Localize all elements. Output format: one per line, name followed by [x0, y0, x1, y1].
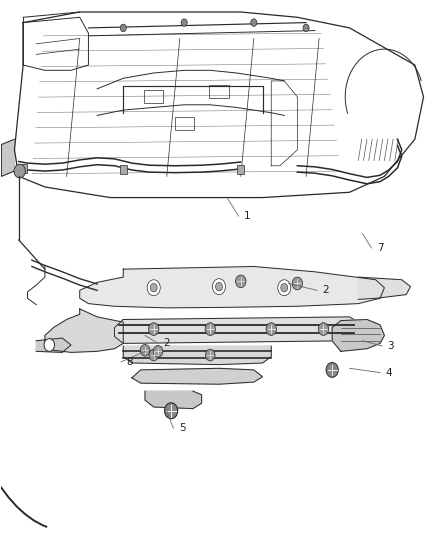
Circle shape	[292, 277, 303, 290]
Circle shape	[148, 322, 159, 335]
Circle shape	[205, 349, 215, 361]
Text: 1: 1	[244, 211, 251, 221]
Circle shape	[149, 349, 159, 361]
Bar	[20, 164, 27, 173]
Polygon shape	[358, 277, 410, 300]
Text: 4: 4	[385, 368, 392, 377]
Polygon shape	[332, 319, 385, 351]
Circle shape	[215, 282, 223, 291]
Circle shape	[205, 322, 215, 335]
Circle shape	[165, 403, 178, 419]
Circle shape	[303, 24, 309, 31]
Text: 2: 2	[163, 338, 170, 349]
Circle shape	[212, 279, 226, 295]
Circle shape	[44, 338, 54, 351]
Polygon shape	[80, 266, 385, 308]
Circle shape	[266, 322, 276, 335]
Circle shape	[251, 19, 257, 26]
Text: 3: 3	[388, 341, 394, 351]
Bar	[120, 165, 127, 174]
Circle shape	[120, 24, 126, 31]
Text: 7: 7	[377, 243, 383, 253]
Circle shape	[236, 275, 246, 288]
Text: 5: 5	[179, 423, 185, 433]
Circle shape	[140, 344, 150, 356]
Circle shape	[326, 362, 338, 377]
Circle shape	[181, 19, 187, 26]
Bar	[209, 85, 229, 98]
Polygon shape	[36, 338, 71, 352]
Circle shape	[153, 345, 163, 357]
Polygon shape	[145, 391, 201, 409]
Polygon shape	[115, 317, 358, 343]
Polygon shape	[1, 139, 14, 176]
Bar	[175, 117, 194, 130]
Circle shape	[14, 164, 25, 178]
Text: 8: 8	[127, 357, 133, 367]
Circle shape	[150, 284, 157, 292]
Polygon shape	[123, 346, 271, 365]
Text: 2: 2	[322, 285, 329, 295]
Bar	[237, 165, 244, 174]
Circle shape	[278, 280, 291, 296]
Polygon shape	[132, 368, 262, 384]
Bar	[144, 91, 163, 103]
Circle shape	[318, 322, 328, 335]
Polygon shape	[45, 309, 123, 352]
Circle shape	[147, 280, 160, 296]
Circle shape	[281, 284, 288, 292]
